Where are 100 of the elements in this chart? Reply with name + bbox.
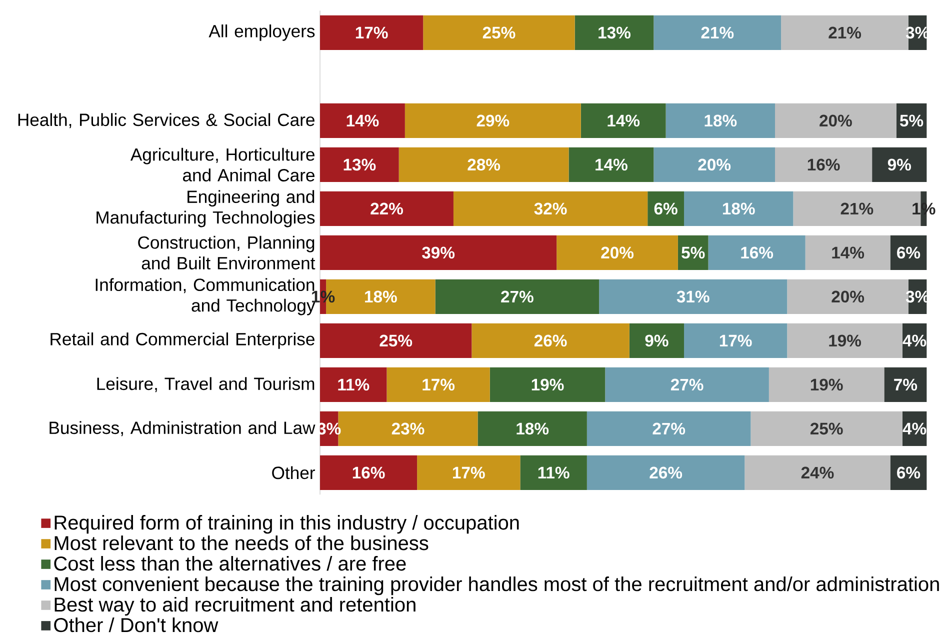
bar	[520, 455, 587, 490]
bar	[654, 15, 782, 50]
data-label: 27%	[670, 378, 704, 390]
y-tick-label: Other	[272, 466, 315, 479]
data-label: 5%	[682, 246, 705, 258]
data-label: 20%	[601, 246, 634, 258]
legend-label: Required form of training in this industry / occupation	[54, 514, 519, 534]
data-label: 21%	[840, 202, 874, 214]
data-label: 4%	[902, 422, 926, 434]
y-tick-label: Business, Administration and Law	[50, 421, 316, 436]
bar	[320, 323, 472, 358]
bar	[775, 103, 896, 138]
y-tick-label: All employers	[208, 24, 315, 41]
data-label: 11%	[538, 466, 570, 478]
data-label: 6%	[897, 246, 920, 258]
legend-label: Other / Don't know	[54, 617, 218, 632]
data-label: 18%	[516, 422, 549, 434]
bar	[320, 15, 424, 50]
data-label: 16%	[808, 158, 840, 170]
bar	[629, 323, 684, 358]
bar	[605, 367, 769, 402]
bar	[775, 147, 872, 182]
bar	[556, 235, 678, 270]
y-tick-label: Health, Public Services & Social Care	[18, 113, 314, 128]
bar	[708, 235, 806, 270]
data-label: 32%	[534, 202, 567, 214]
bar	[648, 191, 684, 226]
data-label: 6%	[654, 202, 678, 214]
bar	[684, 191, 794, 226]
data-label: 19%	[810, 378, 843, 390]
data-label: 9%	[888, 158, 911, 170]
y-tick-label: Retail and Commercial Enterprise	[50, 332, 314, 349]
bar	[404, 103, 581, 138]
data-label: 39%	[422, 246, 455, 258]
bar	[744, 455, 890, 490]
data-label: 17%	[720, 334, 752, 346]
data-label: 25%	[810, 422, 843, 434]
bar	[320, 191, 454, 226]
bar	[398, 147, 569, 182]
bar	[768, 367, 884, 402]
bar	[472, 323, 630, 358]
data-label: 11%	[338, 378, 370, 390]
bar	[654, 147, 776, 182]
bar	[884, 367, 927, 402]
data-label: 17%	[356, 26, 388, 38]
bar	[666, 103, 776, 138]
legend-label: Most relevant to the needs of the business	[54, 535, 428, 550]
data-label: 19%	[829, 334, 862, 346]
legend-label: Cost less than the alternatives / are free	[54, 556, 406, 571]
bar	[574, 15, 654, 50]
bar	[684, 323, 788, 358]
data-label: 27%	[652, 422, 686, 434]
bar	[320, 103, 405, 138]
bar	[320, 147, 399, 182]
data-label: 27%	[501, 290, 534, 302]
data-label: 26%	[650, 466, 682, 478]
data-label: 14%	[608, 114, 640, 126]
data-label: 14%	[832, 246, 864, 258]
data-label: 16%	[352, 466, 385, 478]
data-label: 18%	[365, 290, 397, 302]
data-label: 25%	[482, 26, 516, 38]
data-label: 20%	[820, 114, 852, 126]
bar	[490, 367, 606, 402]
data-label: 14%	[346, 114, 379, 126]
bar	[568, 147, 654, 182]
data-label: 20%	[832, 290, 864, 302]
y-tick-label: Leisure, Travel and Tourism	[97, 377, 314, 392]
bar	[586, 411, 751, 446]
bar	[599, 279, 788, 314]
bar	[453, 191, 648, 226]
bar	[478, 411, 587, 446]
data-label: 17%	[453, 466, 485, 478]
bar	[750, 411, 902, 446]
bar	[320, 367, 387, 402]
bar	[435, 279, 600, 314]
data-label: 14%	[596, 158, 628, 170]
bar	[320, 455, 418, 490]
data-label: 21%	[828, 26, 862, 38]
data-label: 7%	[894, 378, 918, 390]
data-label: 16%	[741, 246, 774, 258]
bar	[386, 367, 490, 402]
data-label: 9%	[645, 334, 668, 346]
bar	[586, 455, 745, 490]
data-label: 5%	[900, 114, 924, 126]
legend-label: Best way to aid recruitment and retention	[54, 596, 416, 616]
data-label: 26%	[534, 334, 567, 346]
data-label: 21%	[701, 26, 734, 38]
bar	[872, 147, 927, 182]
data-label: 13%	[344, 158, 376, 170]
data-label: 18%	[722, 202, 755, 214]
data-label: 6%	[897, 466, 920, 478]
data-label: 4%	[902, 334, 926, 346]
data-label: 25%	[380, 334, 412, 346]
bar	[787, 323, 902, 358]
bar	[423, 15, 575, 50]
data-label: 31%	[676, 290, 710, 302]
data-label: 20%	[698, 158, 731, 170]
data-label: 28%	[468, 158, 500, 170]
data-label: 18%	[704, 114, 737, 126]
data-label: 24%	[801, 466, 834, 478]
